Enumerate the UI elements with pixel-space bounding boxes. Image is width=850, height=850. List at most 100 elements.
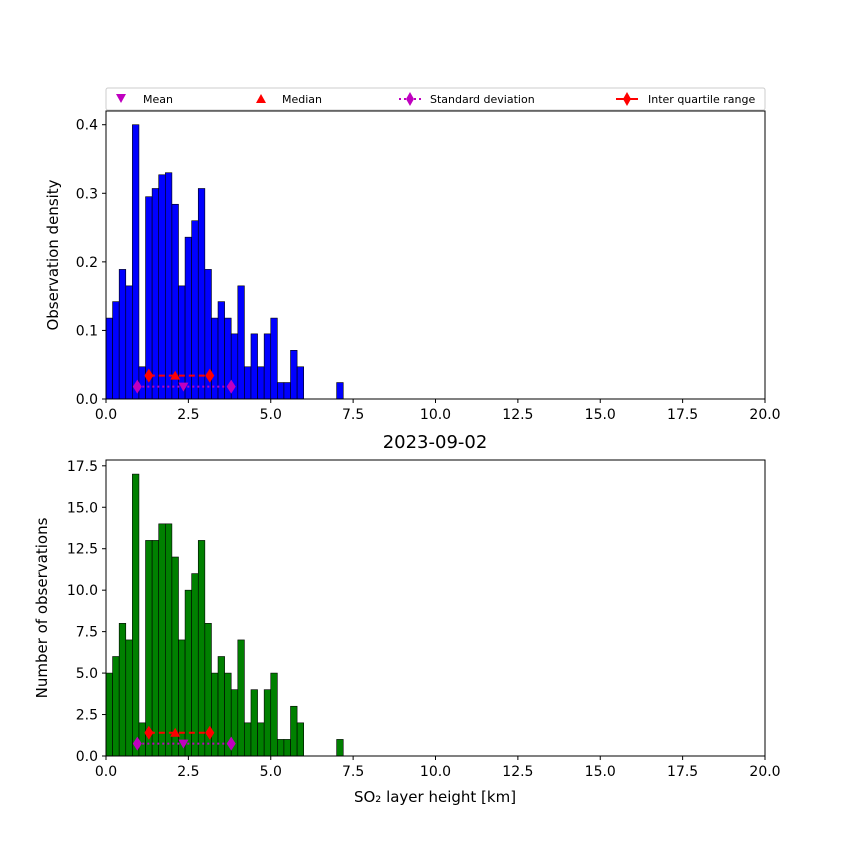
count-x-ticks: 0.0 2.5 5.0 7.5 10.0 12.5 15.0 17.5 20.0: [95, 756, 781, 780]
density-bar: [138, 366, 146, 400]
legend-label-mean: Mean: [143, 93, 173, 106]
density-bar: [112, 301, 120, 400]
legend-label-std: Standard deviation: [430, 93, 535, 106]
legend-label-iqr: Inter quartile range: [648, 93, 755, 106]
count-bar: [217, 656, 225, 757]
count-summary-markers: [132, 725, 236, 751]
density-bar: [151, 188, 160, 400]
count-bar: [112, 656, 120, 757]
count-bar: [244, 722, 252, 757]
legend-frame: [105, 87, 766, 111]
count-mean-marker: [178, 739, 189, 749]
density-bar: [263, 333, 272, 400]
density-x-tick-label: 5.0: [260, 407, 282, 423]
count-bar: [250, 689, 258, 757]
density-std-min-marker: [132, 379, 142, 394]
count-bar: [158, 523, 166, 757]
legend-entry-std: Standard deviation: [399, 92, 535, 106]
density-x-tick-label: 2.5: [177, 407, 199, 423]
density-x-tick-label: 17.5: [667, 407, 698, 423]
count-std-min-marker: [132, 736, 142, 751]
count-std-max-marker: [226, 736, 236, 751]
density-bar: [105, 317, 113, 400]
density-y-tick-label: 0.1: [76, 323, 98, 339]
count-bar: [178, 639, 186, 757]
density-iqr-q3-marker: [205, 368, 215, 383]
density-bar: [277, 382, 285, 400]
density-bar: [270, 317, 278, 400]
density-bars: [105, 124, 344, 400]
count-x-tick-label: 20.0: [749, 764, 780, 780]
count-bar: [257, 722, 265, 757]
density-y-tick-label: 0.0: [76, 392, 98, 408]
density-bar: [132, 124, 140, 400]
count-chart-title: 2023-09-02: [383, 432, 488, 453]
count-bar: [191, 573, 199, 757]
density-bar: [296, 366, 304, 400]
count-iqr-q1-marker: [144, 725, 154, 740]
std-legend-marker: [406, 92, 414, 106]
count-bar: [290, 705, 298, 757]
count-bar: [283, 739, 291, 757]
density-bar: [250, 333, 258, 400]
density-mean-marker: [178, 382, 189, 392]
density-bar: [125, 285, 133, 400]
count-bar: [171, 556, 179, 757]
density-y-axis-label: Observation density: [44, 179, 62, 330]
count-bar: [184, 589, 192, 757]
count-bar: [165, 523, 173, 757]
legend-entry-median: Median: [256, 93, 322, 106]
density-x-tick-label: 20.0: [749, 407, 780, 423]
density-x-ticks: 0.0 2.5 5.0 7.5 10.0 12.5 15.0 17.5 20.0: [95, 399, 781, 423]
count-x-tick-label: 7.5: [342, 764, 364, 780]
legend-entry-mean: Mean: [116, 93, 173, 106]
count-y-tick-label: 7.5: [76, 625, 98, 641]
density-bar: [237, 285, 245, 400]
count-histogram-panel: 2023-09-02 0.0 2.5 5.0 7.5 10.0 12.5 15.0 17.5 2…: [33, 432, 781, 806]
count-bar: [197, 540, 206, 757]
count-bar: [270, 672, 278, 757]
count-bar: [237, 639, 245, 757]
legend-entry-iqr: Inter quartile range: [616, 92, 755, 106]
count-x-tick-label: 0.0: [95, 764, 117, 780]
count-bar: [145, 540, 153, 757]
count-x-tick-label: 12.5: [502, 764, 533, 780]
density-y-tick-label: 0.4: [76, 118, 98, 134]
density-bar: [158, 174, 166, 400]
density-bar: [165, 172, 173, 400]
iqr-legend-marker: [623, 92, 631, 106]
count-y-tick-label: 17.5: [67, 459, 98, 475]
count-iqr-q3-marker: [205, 725, 215, 740]
count-x-tick-label: 15.0: [585, 764, 616, 780]
count-median-marker: [170, 727, 181, 737]
density-bar: [244, 366, 252, 400]
density-x-tick-label: 10.0: [420, 407, 451, 423]
mean-legend-marker: [116, 94, 126, 103]
density-bar: [217, 301, 225, 400]
count-bar: [138, 722, 146, 757]
count-y-tick-label: 15.0: [67, 500, 98, 516]
count-bar: [132, 473, 140, 757]
density-bar: [197, 188, 206, 400]
density-bar: [191, 220, 199, 400]
count-y-ticks: 0.0 2.5 5.0 7.5 10.0 12.5 15.0 17.5: [67, 459, 106, 765]
density-x-tick-label: 0.0: [95, 407, 117, 423]
density-summary-markers: [132, 368, 236, 394]
density-bar: [290, 350, 298, 400]
count-bars: [105, 473, 344, 757]
density-x-tick-label: 15.0: [585, 407, 616, 423]
legend: Mean Median Standard deviation Inter qua…: [105, 87, 766, 111]
density-iqr-q1-marker: [144, 368, 154, 383]
count-x-tick-label: 10.0: [420, 764, 451, 780]
density-bar: [178, 285, 186, 400]
count-y-tick-label: 0.0: [76, 749, 98, 765]
density-x-tick-label: 12.5: [502, 407, 533, 423]
count-bar: [296, 722, 304, 757]
legend-label-median: Median: [282, 93, 322, 106]
count-bar: [151, 540, 160, 757]
count-bar: [336, 739, 344, 757]
density-bar: [118, 269, 127, 400]
count-x-tick-label: 2.5: [177, 764, 199, 780]
count-bar: [125, 639, 133, 757]
count-y-tick-label: 5.0: [76, 666, 98, 682]
